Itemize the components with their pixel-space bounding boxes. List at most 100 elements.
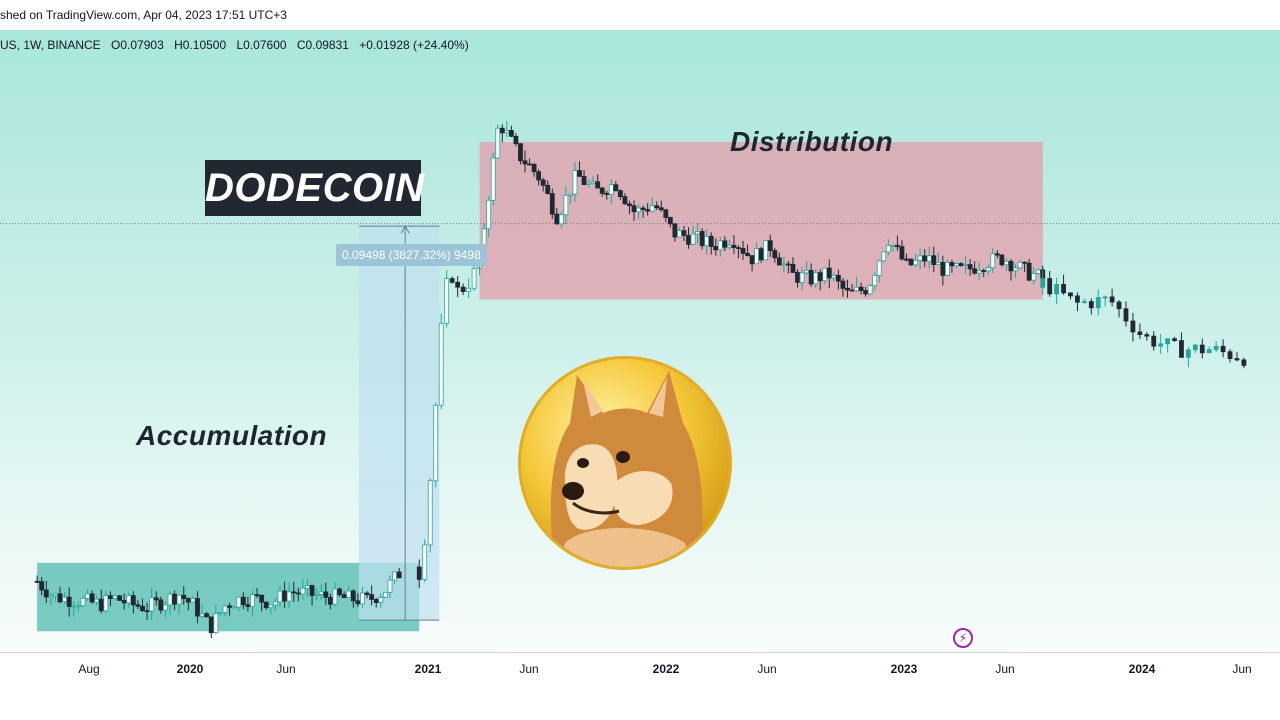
- candle: [126, 592, 132, 608]
- candle: [1031, 266, 1037, 285]
- x-axis-tick: Aug: [78, 662, 100, 676]
- candle: [268, 604, 274, 614]
- candle: [314, 587, 320, 600]
- candle: [613, 181, 619, 192]
- measure-arrow-head: [400, 225, 410, 234]
- candle: [545, 180, 551, 195]
- candle: [1088, 298, 1094, 315]
- candle: [369, 585, 375, 606]
- candle: [382, 591, 388, 599]
- candle: [958, 262, 964, 267]
- candle: [350, 589, 356, 608]
- candle: [222, 605, 228, 617]
- candle: [103, 590, 109, 614]
- candle: [1241, 357, 1247, 369]
- candle: [822, 267, 828, 284]
- candle: [849, 283, 855, 292]
- candle: [1123, 301, 1129, 327]
- candle: [1047, 270, 1053, 297]
- candle: [323, 582, 329, 605]
- lightning-icon[interactable]: ⚡: [953, 628, 973, 648]
- zones-layer: [37, 141, 1043, 632]
- candle: [699, 228, 705, 250]
- measure-label: 0.09498 (3827.32%) 9498: [336, 244, 487, 266]
- candle: [135, 600, 141, 610]
- candle: [149, 588, 155, 620]
- candle: [295, 587, 301, 602]
- candle: [776, 252, 782, 266]
- x-axis-tick: Jun: [276, 662, 296, 676]
- candle: [53, 593, 58, 601]
- candle: [153, 591, 159, 606]
- candle: [144, 602, 150, 620]
- candle: [981, 268, 987, 278]
- candle: [790, 257, 796, 273]
- ohlc-low: L0.07600: [236, 38, 287, 52]
- candle: [817, 269, 823, 291]
- chart-canvas[interactable]: [0, 30, 1280, 652]
- ohlc-open: O0.07903: [111, 38, 164, 52]
- candle: [835, 269, 841, 290]
- candle: [231, 605, 237, 609]
- candle: [940, 255, 946, 286]
- candle: [34, 575, 40, 583]
- candle: [654, 201, 660, 211]
- candle: [640, 205, 646, 218]
- candles-layer: [34, 120, 1247, 639]
- candle: [663, 208, 669, 223]
- candle: [75, 601, 81, 612]
- candle: [1109, 288, 1115, 307]
- candle: [608, 179, 614, 205]
- candle: [1227, 349, 1233, 363]
- candle: [994, 250, 1000, 259]
- doge-coin-logo: [518, 356, 732, 570]
- candle: [804, 261, 809, 276]
- candle: [622, 193, 628, 205]
- chart-area[interactable]: US, 1W, BINANCE O0.07903 H0.10500 L0.076…: [0, 30, 1280, 652]
- candle: [176, 594, 182, 615]
- candle: [926, 246, 932, 269]
- candle: [840, 278, 846, 297]
- candle: [540, 177, 546, 192]
- candle: [80, 595, 86, 608]
- candle: [172, 590, 177, 611]
- candle: [872, 272, 878, 291]
- candle: [378, 593, 384, 608]
- candle: [373, 597, 379, 608]
- header-bar: shed on TradingView.com, Apr 04, 2023 17…: [0, 0, 1280, 30]
- candle: [360, 586, 365, 608]
- candle: [763, 240, 769, 261]
- time-axis[interactable]: Aug 2020 Jun 2021 Jun 2022 Jun 2023 Jun 2024 Jun: [0, 652, 1280, 687]
- candle: [522, 150, 528, 173]
- candle: [745, 244, 750, 257]
- candle: [396, 567, 402, 579]
- candle: [185, 597, 191, 611]
- candle: [826, 259, 832, 289]
- candle: [508, 125, 514, 138]
- candle: [845, 279, 850, 298]
- candle: [944, 259, 950, 277]
- candle: [740, 240, 746, 260]
- candle: [85, 589, 90, 601]
- candle: [1081, 298, 1087, 304]
- candle: [527, 158, 532, 166]
- candle: [708, 232, 714, 255]
- candle: [731, 235, 737, 255]
- x-axis-tick: Jun: [519, 662, 539, 676]
- candle: [213, 604, 219, 635]
- candle: [112, 594, 118, 601]
- candle: [999, 253, 1005, 267]
- candle: [1130, 312, 1136, 342]
- candle: [908, 258, 914, 267]
- x-axis-tick: Jun: [995, 662, 1015, 676]
- candle: [89, 590, 95, 604]
- ohlc-close: C0.09831: [296, 38, 349, 52]
- candle: [1068, 292, 1073, 300]
- candle: [581, 169, 587, 186]
- candle: [717, 237, 723, 257]
- candle: [631, 200, 637, 221]
- ohlc-legend: US, 1W, BINANCE O0.07903 H0.10500 L0.076…: [0, 38, 476, 52]
- candle: [890, 244, 896, 252]
- candle: [1158, 334, 1164, 354]
- candle: [277, 585, 283, 607]
